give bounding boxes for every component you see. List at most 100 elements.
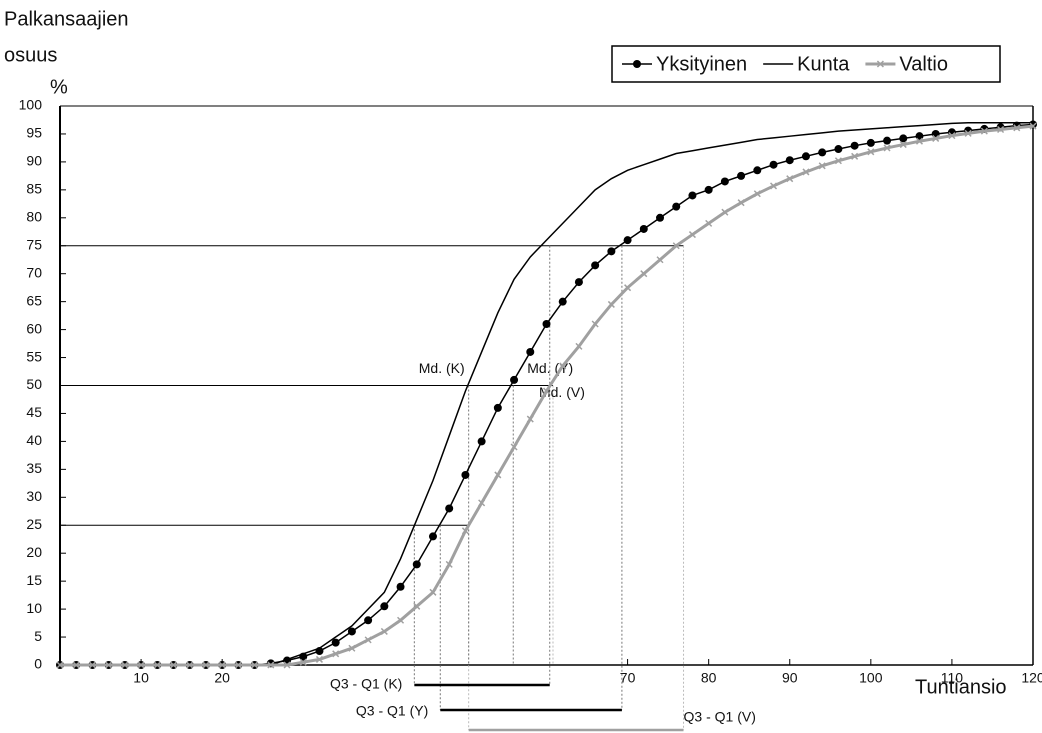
data-point	[299, 658, 307, 666]
data-point	[396, 582, 405, 591]
y-tick-label: 5	[34, 628, 42, 644]
data-point	[477, 437, 486, 446]
data-point	[461, 470, 470, 479]
data-point	[1029, 122, 1037, 130]
data-point	[105, 661, 113, 669]
legend-label: Kunta	[797, 53, 850, 75]
data-point	[494, 471, 502, 479]
data-point	[234, 661, 242, 669]
data-point	[445, 560, 453, 568]
y-tick-label: 70	[26, 264, 42, 280]
data-point	[153, 661, 161, 669]
data-point	[818, 162, 826, 170]
median-label: Md. (V)	[539, 384, 585, 400]
data-point	[510, 375, 519, 384]
data-point	[851, 152, 859, 160]
x-tick-label: 110	[941, 670, 964, 686]
legend-marker	[876, 60, 884, 68]
data-point	[542, 387, 551, 395]
data-point	[56, 661, 64, 669]
data-point	[169, 661, 178, 669]
y-tick-label: 60	[26, 320, 42, 336]
data-point	[429, 588, 437, 596]
y-tick-label: 30	[26, 488, 42, 504]
data-point	[202, 661, 210, 669]
x-tick-label: 80	[701, 670, 717, 686]
data-point	[364, 636, 372, 644]
y-tick-label: 80	[26, 209, 42, 225]
data-point	[964, 129, 972, 137]
data-point	[867, 148, 875, 156]
data-point	[737, 171, 746, 180]
data-point	[786, 175, 794, 183]
legend-label: Valtio	[899, 53, 948, 75]
data-point	[559, 362, 567, 370]
data-point	[121, 661, 129, 669]
data-point	[688, 231, 696, 239]
legend-label: Yksityinen	[656, 53, 747, 75]
x-tick-label: 100	[859, 670, 883, 686]
data-point	[607, 247, 616, 256]
data-point	[574, 278, 583, 287]
data-point	[997, 125, 1005, 134]
legend-box	[611, 45, 1001, 83]
data-point	[802, 168, 810, 176]
data-point	[445, 504, 454, 513]
y-axis-label: Palkansaajien	[4, 8, 129, 30]
data-point	[704, 185, 713, 194]
y-tick-label: 15	[26, 572, 42, 588]
data-point	[640, 270, 648, 278]
data-point	[850, 141, 859, 150]
range-label: Q3 - Q1 (K)	[330, 676, 402, 692]
data-point	[526, 415, 534, 423]
data-point	[72, 661, 80, 669]
y-tick-label: 35	[26, 460, 42, 476]
data-point	[186, 661, 194, 669]
data-point	[137, 661, 145, 669]
y-tick-label: 10	[26, 600, 42, 616]
data-point	[737, 199, 745, 207]
y-tick-label: 25	[26, 516, 42, 532]
data-point	[591, 261, 600, 270]
y-tick-label: 55	[26, 348, 42, 364]
data-point	[883, 144, 891, 152]
y-tick-label: 85	[26, 181, 42, 197]
data-point	[769, 160, 778, 169]
x-tick-label: 90	[782, 670, 798, 686]
data-point	[624, 284, 632, 292]
data-point	[88, 661, 96, 669]
data-point	[932, 134, 940, 142]
data-point	[639, 224, 648, 233]
y-axis-label: %	[50, 76, 68, 98]
data-point	[785, 156, 794, 165]
data-point	[899, 141, 907, 149]
data-point	[883, 136, 892, 145]
data-point	[558, 297, 567, 306]
data-point	[331, 638, 340, 647]
x-tick-label: 120	[1021, 670, 1042, 686]
y-tick-label: 50	[26, 376, 42, 392]
data-point	[688, 191, 697, 200]
data-point	[412, 560, 421, 569]
y-tick-label: 45	[26, 404, 42, 420]
data-point	[721, 208, 729, 216]
data-point	[218, 661, 226, 669]
data-point	[834, 157, 842, 165]
y-axis-label: osuus	[4, 44, 57, 66]
data-point	[348, 644, 356, 652]
data-point	[267, 661, 275, 669]
data-point	[915, 137, 924, 145]
data-point	[364, 616, 373, 625]
range-label: Q3 - Q1 (V)	[684, 709, 756, 725]
data-point	[834, 145, 843, 154]
data-point	[980, 127, 988, 135]
x-axis-label: Tuntiansio	[915, 676, 1007, 698]
data-point	[656, 256, 664, 264]
median-label: Md. (K)	[419, 360, 465, 376]
data-point	[623, 236, 632, 245]
data-point	[753, 190, 761, 198]
data-point	[510, 443, 518, 451]
y-tick-label: 90	[26, 153, 42, 169]
data-point	[866, 138, 875, 147]
